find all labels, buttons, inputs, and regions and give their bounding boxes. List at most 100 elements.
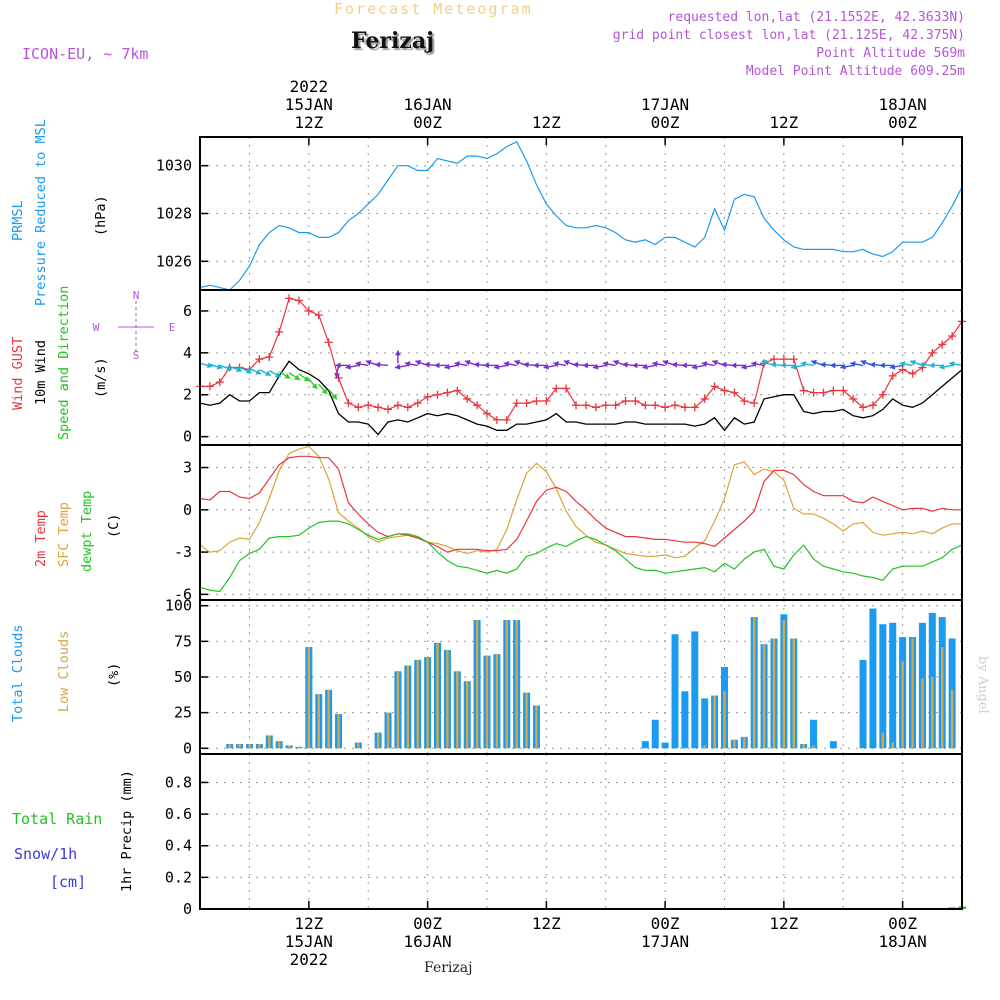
gust-marker [423,392,432,401]
low-cloud-bar [921,678,924,749]
wind-arrow-head [294,374,300,380]
label-ms: (m/s) [93,357,109,398]
low-cloud-bar [248,744,251,749]
wind-arrow-head [642,363,648,370]
low-cloud-bar [465,681,469,749]
gust-marker [700,394,709,403]
wind-arrow-head [751,361,757,367]
low-cloud-bar [495,654,499,749]
label-low-clouds: Low Clouds [56,630,72,712]
compass-e: E [169,321,176,334]
x-label-bottom: 00Z [413,914,442,933]
gust-marker [492,415,501,424]
y-tick-label: 0 [183,739,192,757]
info-requested: requested lon,lat (21.1552E, 42.3633N) [667,10,965,25]
gust-marker [898,365,907,374]
wind-arrow-head [910,359,916,366]
wind-arrow-head [919,361,925,368]
gust-marker [522,399,531,408]
low-cloud-bar [297,746,301,749]
low-cloud-bar [357,742,360,749]
wind-arrow-head [255,369,262,375]
y-tick-label: 1030 [156,157,192,175]
low-cloud-bar [337,714,340,749]
gust-marker [878,390,887,399]
wind-arrow-head [334,372,341,379]
wind-arrow-head [850,361,856,367]
low-cloud-bar [911,638,914,749]
x-label-top: 00Z [888,113,917,132]
gust-marker [740,397,749,406]
y-tick-label: 2 [183,386,192,404]
wind-arrow-head [860,359,867,366]
total-cloud-bar [661,742,669,749]
wind-arrow-head [572,361,579,368]
gust-marker [611,401,620,410]
gust-marker [859,403,868,412]
total-cloud-bar [829,741,837,749]
gust-marker [562,384,571,393]
gust-marker [819,388,828,397]
x-label-top: 12Z [769,113,798,132]
wind-arrow-head [592,363,599,370]
gust-marker [769,355,778,364]
compass-w: W [93,321,100,334]
wind-arrow-head [949,361,955,367]
label-total-clouds: Total Clouds [10,624,26,722]
low-cloud-bar [782,619,786,749]
wind-arrow-head [622,361,628,368]
gust-marker [572,401,581,410]
gust-marker [285,294,294,303]
y-tick-label: -3 [174,543,192,561]
gust-marker [374,403,383,412]
footer-location: Ferizaj [424,960,473,976]
label-percent: (%) [106,662,122,687]
gust-marker [690,403,699,412]
wind-arrow-head [274,371,281,378]
gust-marker [205,382,214,391]
gust-marker [888,371,897,380]
wind-arrow-head [899,361,906,367]
wind-arrow-head [394,350,401,356]
wind-arrow-head [503,361,510,367]
x-label-bottom: 00Z [651,914,680,933]
wind-arrow-head [741,363,747,370]
gust-marker [473,401,482,410]
wind-arrow-head [216,363,223,370]
low-cloud-bar [317,694,320,749]
temp-line [199,455,962,553]
label-snow-1h: Snow/1h [14,845,78,863]
low-cloud-bar [386,712,390,749]
low-cloud-bar [228,744,231,749]
label-cm: [cm] [50,873,87,891]
wind-arrow-head [355,361,361,367]
wind-arrow-head [543,363,549,370]
x-label-top: 17JAN [641,95,689,114]
total-cloud-bar [879,624,887,749]
wind-arrow-head [265,370,271,376]
wind-arrow-head [840,363,846,370]
y-tick-label: 1028 [156,205,192,223]
wind-arrow-head [226,365,233,371]
x-label-bottom: 2022 [290,950,329,969]
gust-marker [275,327,284,336]
low-cloud-bar [277,741,281,749]
wind-arrow-head [523,361,529,368]
low-cloud-bar [941,647,944,749]
low-cloud-bar [733,739,736,749]
y-tick-label: 4 [183,344,192,362]
low-cloud-bar [327,689,330,749]
wind-arrow-head [303,375,310,382]
label-sfc-temp: SFC Temp [56,501,72,567]
label-total-rain: Total Rain [12,810,103,828]
y-tick-label: 100 [165,597,192,615]
credit: by Angel [975,656,990,714]
gust-marker [294,296,303,305]
wind-arrow-head [335,362,341,369]
wind-arrow-head [311,383,318,389]
wind-arrow-head [721,361,727,368]
x-label-bottom: 12Z [769,914,798,933]
wind-arrow-head [731,362,737,369]
